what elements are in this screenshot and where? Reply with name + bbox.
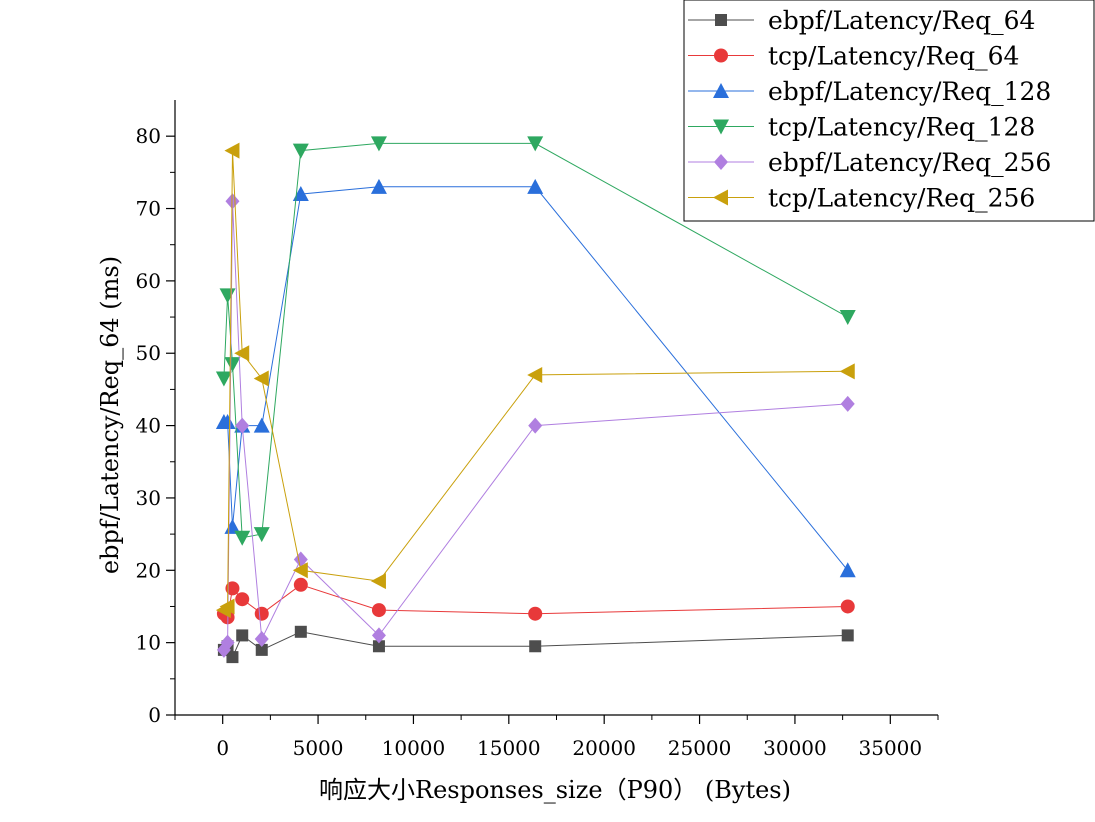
x-axis-title: 响应大小Responses_size（P90） (Bytes) (319, 776, 791, 804)
legend-item: tcp/Latency/Req_64 (688, 42, 1019, 71)
data-point (292, 186, 309, 202)
legend-label: tcp/Latency/Req_128 (768, 113, 1035, 142)
y-tick-label: 70 (136, 197, 161, 221)
legend-label: ebpf/Latency/Req_256 (768, 148, 1051, 177)
data-point (254, 631, 269, 648)
data-point (370, 573, 386, 590)
data-point (841, 629, 854, 642)
legend-item: ebpf/Latency/Req_256 (688, 148, 1051, 177)
series-5 (216, 193, 855, 658)
data-point (840, 395, 855, 412)
data-point (219, 598, 235, 615)
series-6 (215, 142, 855, 619)
x-tick-label: 5000 (293, 736, 344, 760)
data-point (215, 371, 232, 387)
x-tick-label: 25000 (668, 736, 732, 760)
legend-item: ebpf/Latency/Req_128 (688, 77, 1051, 106)
data-point (839, 363, 855, 380)
data-point (527, 136, 544, 152)
legend-item: tcp/Latency/Req_256 (688, 184, 1035, 213)
data-point (839, 562, 856, 578)
data-point (528, 606, 543, 621)
data-point (253, 370, 269, 387)
data-point (236, 629, 249, 642)
legend-box (683, 0, 1095, 222)
data-point (293, 577, 308, 592)
y-tick-label: 50 (136, 341, 161, 365)
legend-label: ebpf/Latency/Req_128 (768, 77, 1051, 106)
x-tick-label: 10000 (382, 736, 446, 760)
y-tick-label: 40 (136, 414, 161, 438)
data-point (254, 606, 269, 621)
legend-marker (713, 119, 729, 135)
data-point (224, 142, 240, 159)
y-tick-label: 20 (136, 558, 161, 582)
data-point (370, 136, 387, 152)
data-point (235, 417, 250, 434)
legend-marker (715, 14, 727, 26)
data-point (839, 310, 856, 326)
legend-marker (714, 154, 728, 170)
x-tick-label: 20000 (572, 736, 636, 760)
y-tick-label: 10 (136, 631, 161, 655)
x-tick-label: 0 (216, 736, 229, 760)
series-4 (215, 136, 856, 546)
data-point (234, 345, 250, 362)
data-point (255, 643, 268, 656)
data-point (372, 640, 385, 653)
x-tick-label: 15000 (477, 736, 541, 760)
x-tick-label: 30000 (763, 736, 827, 760)
legend-marker (713, 189, 728, 206)
data-point (528, 417, 543, 434)
legend-label: tcp/Latency/Req_64 (768, 42, 1019, 71)
data-point (527, 178, 544, 194)
y-tick-label: 0 (148, 703, 161, 727)
legend: ebpf/Latency/Req_64 tcp/Latency/Req_64ebp… (683, 0, 1095, 222)
data-point (225, 581, 240, 596)
series-layer (215, 136, 856, 664)
x-tick-label: 35000 (859, 736, 923, 760)
data-point (220, 634, 235, 651)
data-point (234, 530, 251, 546)
legend-label: ebpf/Latency/Req_64 (768, 6, 1035, 35)
data-point (224, 357, 241, 373)
legend-item: tcp/Latency/Req_128 (688, 113, 1035, 142)
data-point (235, 592, 250, 607)
data-point (226, 651, 239, 664)
data-point (219, 413, 236, 429)
y-tick-label: 30 (136, 486, 161, 510)
legend-marker (713, 83, 729, 98)
legend-item: ebpf/Latency/Req_64 (688, 6, 1035, 35)
legend-label: tcp/Latency/Req_256 (768, 184, 1035, 213)
axes: 0 10 20 30 40 50 60 70 80 0 5000 10000 15000 20000 250… (136, 100, 939, 760)
data-point (371, 627, 386, 644)
data-point (840, 599, 855, 614)
data-point (527, 366, 543, 383)
data-point (253, 417, 270, 433)
data-point (253, 527, 270, 543)
data-point (370, 178, 387, 194)
data-point (294, 625, 307, 638)
y-tick-label: 60 (136, 269, 161, 293)
y-tick-label: 80 (136, 124, 161, 148)
y-axis-title: ebpf/Latency/Req_64 (ms) (96, 256, 124, 574)
data-point (292, 562, 308, 579)
legend-marker (714, 48, 728, 63)
data-point (371, 603, 386, 618)
data-point (292, 143, 309, 159)
data-point (529, 640, 542, 653)
